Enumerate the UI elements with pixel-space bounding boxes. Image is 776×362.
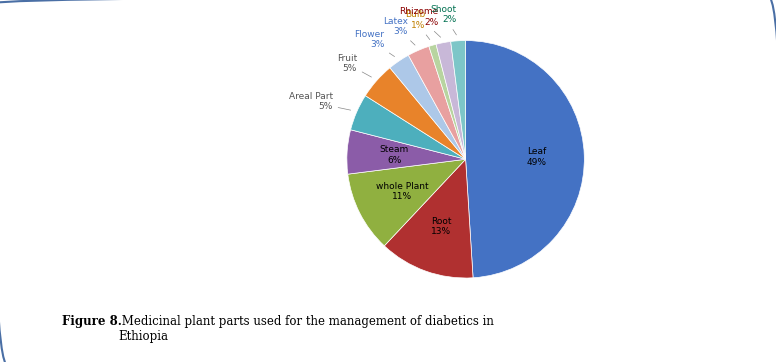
Text: Areal Part
5%: Areal Part 5%: [289, 92, 351, 111]
Wedge shape: [408, 46, 466, 159]
Wedge shape: [429, 44, 466, 159]
Text: Flower
3%: Flower 3%: [354, 30, 394, 56]
Text: Bulb
1%: Bulb 1%: [405, 10, 430, 39]
Wedge shape: [348, 159, 466, 246]
Text: Fruit
5%: Fruit 5%: [337, 54, 372, 77]
Text: Medicinal plant parts used for the management of diabetics in
Ethiopia: Medicinal plant parts used for the manag…: [118, 315, 494, 343]
Text: Root
13%: Root 13%: [431, 216, 452, 236]
Text: Shoot
2%: Shoot 2%: [431, 5, 456, 35]
Text: Figure 8.: Figure 8.: [62, 315, 122, 328]
Text: whole Plant
11%: whole Plant 11%: [376, 182, 428, 201]
Text: Latex
3%: Latex 3%: [383, 17, 415, 45]
Wedge shape: [351, 96, 466, 159]
Wedge shape: [390, 55, 466, 159]
Text: Leaf
49%: Leaf 49%: [527, 147, 547, 167]
Text: Rhizome
2%: Rhizome 2%: [399, 7, 441, 37]
Wedge shape: [466, 41, 584, 278]
Text: Steam
6%: Steam 6%: [380, 145, 409, 164]
Wedge shape: [384, 159, 473, 278]
Wedge shape: [451, 41, 466, 159]
Wedge shape: [347, 130, 466, 174]
Wedge shape: [365, 68, 466, 159]
Wedge shape: [436, 42, 466, 159]
